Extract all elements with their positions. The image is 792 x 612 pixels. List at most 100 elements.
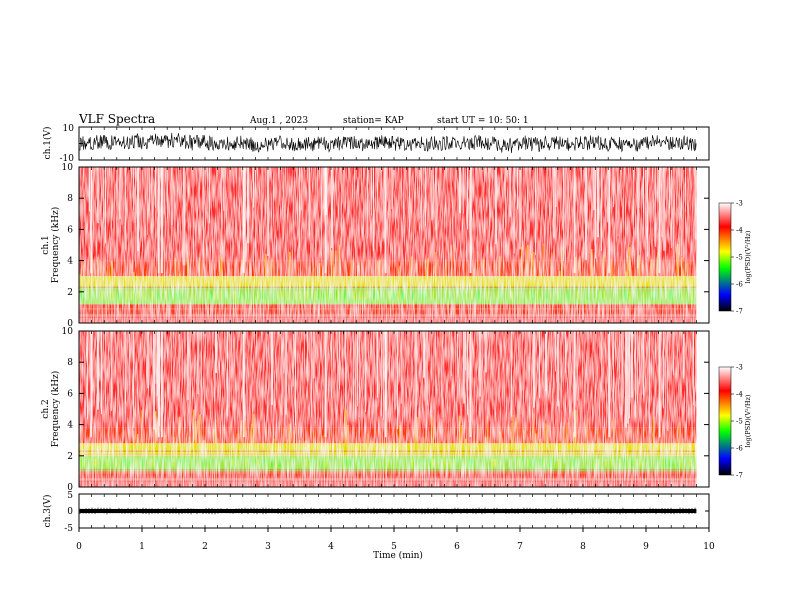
psd-white-streak	[201, 331, 202, 416]
psd-green-patch	[651, 290, 653, 300]
psd-spike	[561, 246, 563, 277]
psd-spike	[289, 423, 291, 444]
psd-green-patch	[347, 290, 349, 300]
psd-green-patch	[533, 290, 535, 300]
y-tick-label: 10	[62, 327, 74, 337]
psd-spike	[591, 248, 593, 277]
psd-spike	[625, 271, 627, 277]
psd-white-streak	[601, 167, 602, 251]
psd-green-patch	[239, 290, 241, 300]
psd-green-patch	[625, 290, 627, 300]
psd-white-streak	[591, 167, 593, 218]
psd-green-patch	[151, 458, 153, 467]
psd-green-patch	[567, 290, 569, 300]
psd-spike	[517, 413, 519, 444]
psd-spike	[399, 425, 401, 444]
figure-title: VLF Spectra	[78, 112, 155, 126]
colorbar	[718, 366, 732, 476]
psd-white-streak	[395, 331, 396, 410]
psd-green-patch	[231, 458, 233, 467]
psd-burst	[242, 167, 245, 274]
psd-spike	[483, 259, 485, 277]
psd-spike	[299, 440, 301, 444]
psd-spike	[219, 255, 221, 277]
psd-green-patch	[203, 458, 205, 467]
ch1-trace	[79, 132, 697, 154]
y-tick-label: -10	[60, 154, 75, 164]
psd-spike	[347, 425, 349, 444]
y-tick-label: 0	[67, 319, 73, 329]
psd-green-patch	[305, 458, 307, 467]
psd-green-patch	[441, 458, 443, 467]
psd-white-streak	[285, 331, 287, 415]
psd-green-patch	[109, 290, 111, 300]
x-tick-label: 5	[391, 542, 397, 552]
psd-white-streak	[683, 331, 684, 379]
psd-white-streak	[435, 331, 436, 384]
psd-green-patch	[81, 290, 83, 300]
y-tick-label: 4	[67, 257, 73, 267]
psd-green-patch	[167, 458, 169, 467]
psd-spike	[131, 271, 133, 277]
psd-green-patch	[665, 290, 667, 300]
y-axis-label: ch.3(V)	[42, 495, 53, 528]
psd-white-streak	[663, 167, 665, 251]
psd-green-patch	[377, 290, 379, 300]
psd-spike	[415, 427, 417, 444]
psd-white-streak	[667, 331, 668, 431]
psd-green-patch	[597, 290, 599, 300]
psd-white-streak	[87, 331, 88, 420]
psd-white-streak	[383, 167, 385, 239]
psd-white-streak	[613, 331, 614, 423]
psd-white-streak	[655, 167, 656, 247]
psd-band-floor	[79, 478, 697, 487]
psd-white-streak	[569, 331, 571, 413]
psd-burst	[573, 331, 576, 438]
psd-spike	[627, 255, 629, 277]
psd-white-streak	[297, 167, 298, 227]
psd-spike	[435, 251, 437, 277]
ch3-waveform-band	[80, 508, 697, 514]
psd-spike	[83, 264, 85, 277]
psd-white-streak	[345, 331, 346, 413]
psd-spike	[179, 273, 181, 277]
psd-spike	[527, 244, 529, 277]
psd-white-streak	[527, 167, 528, 234]
psd-spike	[245, 417, 247, 444]
psd-green-patch	[557, 290, 559, 300]
psd-white-streak	[553, 167, 555, 238]
psd-green-patch	[235, 458, 237, 467]
psd-white-streak	[397, 331, 398, 430]
psd-white-streak	[133, 331, 134, 428]
psd-white-streak	[617, 167, 619, 237]
psd-spike	[677, 244, 679, 277]
psd-green-patch	[83, 458, 85, 467]
psd-white-streak	[227, 331, 228, 417]
psd-green-patch	[559, 458, 561, 467]
psd-white-streak	[101, 167, 102, 260]
psd-green-patch	[423, 290, 425, 300]
psd-spike	[487, 415, 489, 444]
psd-green-patch	[299, 290, 301, 300]
psd-spike	[445, 259, 447, 277]
x-tick-label: 4	[328, 542, 334, 552]
psd-green-patch	[671, 458, 673, 467]
psd-burst	[157, 331, 160, 438]
psd-green-patch	[681, 290, 683, 300]
psd-burst	[324, 331, 327, 438]
psd-green-patch	[531, 290, 533, 300]
psd-white-streak	[619, 331, 620, 379]
psd-green-patch	[433, 458, 435, 467]
psd-white-streak	[147, 331, 149, 389]
psd-green-patch	[487, 290, 489, 300]
psd-white-streak	[167, 167, 168, 219]
psd-green-patch	[359, 290, 361, 300]
psd-spike	[563, 426, 565, 444]
psd-green-patch	[233, 290, 235, 300]
psd-white-streak	[343, 167, 344, 232]
psd-spike	[485, 436, 487, 444]
y-axis-label: ch.1(V)	[42, 127, 53, 160]
psd-spike	[305, 440, 307, 444]
psd-white-streak	[627, 331, 629, 424]
